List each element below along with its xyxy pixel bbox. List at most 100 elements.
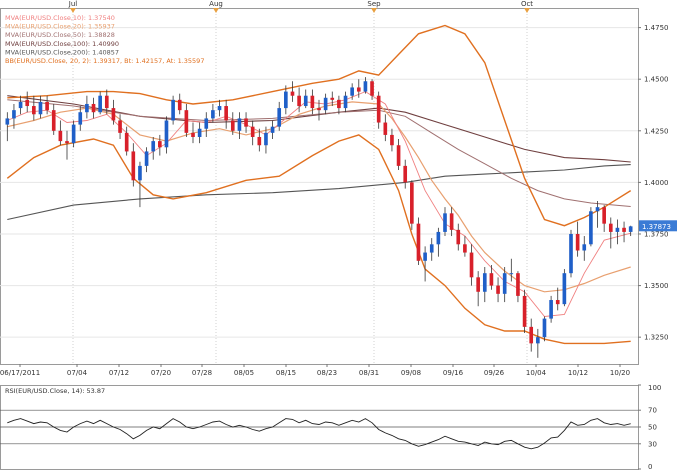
date-tick-label: 07/04 [67,369,88,377]
candle-up [423,252,427,261]
price-tick-label: 1.4750 [644,24,669,32]
date-tick-label: 07/28 [192,369,212,377]
candle-down [403,165,408,183]
candle-up [264,132,268,146]
candle-down [177,99,182,111]
candle-up [71,124,76,144]
candle-up [18,101,23,109]
rsi-tick-label: 50 [648,424,657,432]
candle-up [482,273,487,292]
candle-down [516,273,520,296]
date-tick-label: 09/26 [484,369,505,377]
candle-up [197,128,202,137]
candle-down [250,126,255,137]
month-marker-triangle [213,8,219,13]
date-tick-label: 09/08 [401,369,421,377]
candles-group [5,77,633,358]
mva10-line [7,91,631,317]
last-price-box [639,220,677,232]
candle-down [257,136,262,146]
candle-down [317,108,321,111]
candle-down [230,120,235,131]
candle-up [217,106,222,111]
candle-up [85,103,89,113]
candle-up [78,112,83,125]
candle-up [569,233,573,274]
candle-down [396,145,401,166]
mva20-bollinger-middle [7,101,631,293]
candle-down [469,252,474,278]
candle-down [330,97,335,100]
candle-down [463,244,467,253]
candle-up [323,97,328,111]
candle-up [211,110,215,119]
month-marker-triangle [524,8,530,13]
rsi-line [7,418,631,450]
rsi-tick-label: 70 [648,407,657,415]
legend-entry: MVA(EUR/USD.Close,50): 1.38828 [5,31,115,39]
candle-down [449,213,454,230]
candle-down [608,223,613,232]
date-tick-label: 07/12 [109,369,129,377]
bollinger-upper-band [7,24,632,227]
candle-down [337,99,341,109]
candle-down [476,277,480,292]
candle-down [244,118,248,127]
legend-entry: MVA(EUR/USD.Close,100): 1.40990 [5,40,119,48]
candle-down [410,182,414,224]
date-tick-label: 07/20 [151,369,171,377]
month-label: Jul [68,0,78,8]
date-tick-label: 08/31 [359,369,379,377]
candle-up [277,108,282,127]
rsi-tick-label: 30 [648,440,657,448]
main-gridlines [0,27,638,338]
candle-down [32,106,36,115]
rsi-plot-frame [0,385,639,470]
date-tick-label: 08/05 [234,369,254,377]
bollinger-lower-band [6,134,631,345]
month-marker-triangle [371,8,377,13]
legend-entry: MVA(EUR/USD.Close,200): 1.40857 [5,48,119,56]
candle-up [204,118,209,129]
price-tick-label: 1.3500 [644,282,669,290]
candle-down [456,229,461,245]
price-tick-label: 1.4250 [644,127,669,135]
date-tick-label: 06/17/2011 [0,369,40,377]
candle-up [549,300,553,319]
candle-up [171,99,175,121]
candle-down [111,108,116,121]
candle-down [184,110,189,133]
candle-down [496,285,500,294]
candle-down [58,130,63,142]
candle-up [582,244,587,251]
candle-down [158,141,162,148]
candle-up [615,227,620,232]
candle-up [12,110,16,119]
legend-entry: MVA(EUR/USD.Close,10): 1.37540 [5,14,115,22]
rsi-tick-label: 0 [648,463,652,471]
rsi-title: RSI(EUR/USD.Close, 14): 53.87 [5,387,105,395]
candle-down [65,141,69,144]
candle-down [310,95,315,109]
candle-up [38,101,43,115]
month-label: Aug [209,0,223,8]
candle-up [284,91,288,109]
candle-up [350,87,354,96]
candle-down [124,132,129,152]
candle-down [602,207,606,224]
candle-up [436,231,441,245]
candle-down [416,223,421,261]
candle-down [45,101,49,111]
last-price-marker: 1.37873 [639,220,677,232]
candle-up [595,207,600,212]
candle-down [290,91,295,96]
price-tick-label: 1.4000 [644,179,669,187]
candle-up [562,273,567,305]
rsi-axis: 100 70 50 30 0 [638,384,661,471]
legend-entry: MVA(EUR/USD.Close,20): 1.35937 [5,23,115,31]
candle-up [270,126,275,133]
candle-down [529,326,534,344]
price-tick-label: 1.4500 [644,76,669,84]
date-axis: 06/17/2011 07/04 07/12 07/20 07/28 08/05 08/15… [0,364,630,377]
